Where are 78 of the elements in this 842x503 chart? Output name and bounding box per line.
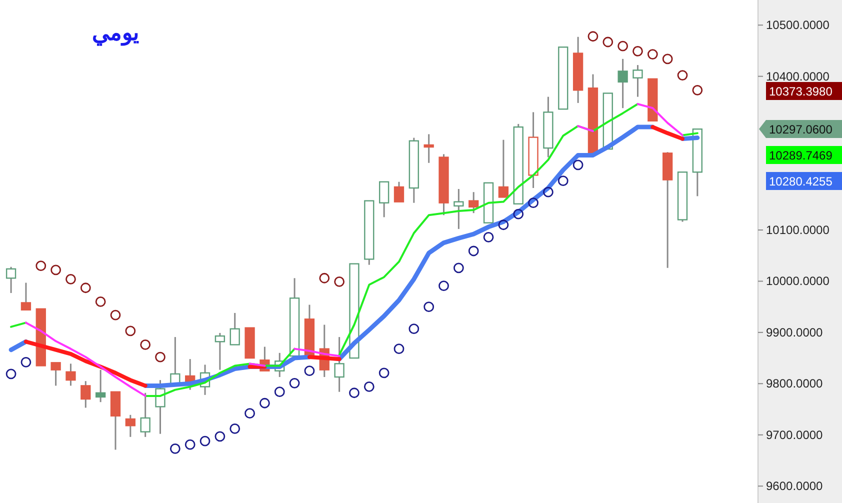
point xyxy=(572,160,584,170)
candlestick xyxy=(80,380,91,408)
candlestick xyxy=(95,369,106,403)
point xyxy=(662,54,673,64)
point xyxy=(647,49,658,60)
point xyxy=(528,198,538,208)
point xyxy=(438,280,449,292)
point xyxy=(349,388,360,398)
point xyxy=(66,274,76,284)
value-tag: 10280.4255 xyxy=(766,172,842,190)
point xyxy=(170,444,180,454)
point xyxy=(110,310,121,320)
point xyxy=(36,260,46,272)
y-tick-label: 9800.0000 xyxy=(766,376,824,391)
point xyxy=(543,186,554,198)
point xyxy=(289,378,300,388)
point xyxy=(140,340,151,350)
candlestick xyxy=(424,133,434,164)
point xyxy=(692,84,703,96)
candlestick xyxy=(468,191,479,214)
point xyxy=(20,356,32,368)
candlestick xyxy=(20,282,32,311)
value-tag: 10373.3980 xyxy=(766,82,842,100)
point xyxy=(588,31,598,42)
point xyxy=(334,276,345,287)
point xyxy=(468,246,479,256)
candlestick xyxy=(66,362,76,386)
point xyxy=(498,220,509,230)
candlestick xyxy=(50,362,61,386)
candlestick xyxy=(632,64,643,98)
point xyxy=(602,36,614,48)
point xyxy=(424,302,434,312)
candlestick xyxy=(454,188,464,230)
point xyxy=(155,352,166,362)
candlestick xyxy=(140,392,150,438)
value-tag: 10289.7469 xyxy=(766,146,842,164)
candlestick xyxy=(378,181,390,218)
point xyxy=(304,366,315,376)
point xyxy=(274,386,285,398)
point xyxy=(378,368,390,378)
point xyxy=(244,408,255,419)
point xyxy=(230,424,240,434)
point xyxy=(483,232,494,242)
candlestick xyxy=(394,181,404,203)
y-tick-label: 10400.0000 xyxy=(766,69,830,84)
point xyxy=(364,382,374,392)
y-tick-label: 10000.0000 xyxy=(766,274,830,288)
y-tick-label: 10500.0000 xyxy=(766,18,830,32)
point xyxy=(214,431,226,442)
point xyxy=(260,398,270,408)
candlestick xyxy=(498,139,509,198)
point xyxy=(453,262,464,274)
point xyxy=(319,272,330,284)
point xyxy=(50,264,62,276)
candlestick xyxy=(334,336,344,393)
candlestick xyxy=(6,266,16,294)
candlestick xyxy=(125,414,136,438)
y-tick-label: 10100.0000 xyxy=(766,222,830,237)
point xyxy=(184,439,196,450)
point xyxy=(125,326,136,336)
candlestick xyxy=(214,332,226,371)
candlestick xyxy=(230,312,240,346)
point xyxy=(80,282,91,294)
point xyxy=(618,40,628,52)
candlestick xyxy=(618,58,628,109)
point xyxy=(6,368,16,380)
point xyxy=(513,208,524,220)
point xyxy=(677,70,688,80)
point xyxy=(394,344,404,354)
point xyxy=(558,176,568,186)
y-tick-label: 9900.0000 xyxy=(766,325,824,340)
point xyxy=(95,296,106,307)
y-tick-label: 9600.0000 xyxy=(766,479,824,494)
point xyxy=(200,436,210,446)
point xyxy=(632,46,643,56)
text: يومي xyxy=(92,20,139,46)
y-tick-label: 9700.0000 xyxy=(766,428,824,442)
point xyxy=(408,324,420,334)
